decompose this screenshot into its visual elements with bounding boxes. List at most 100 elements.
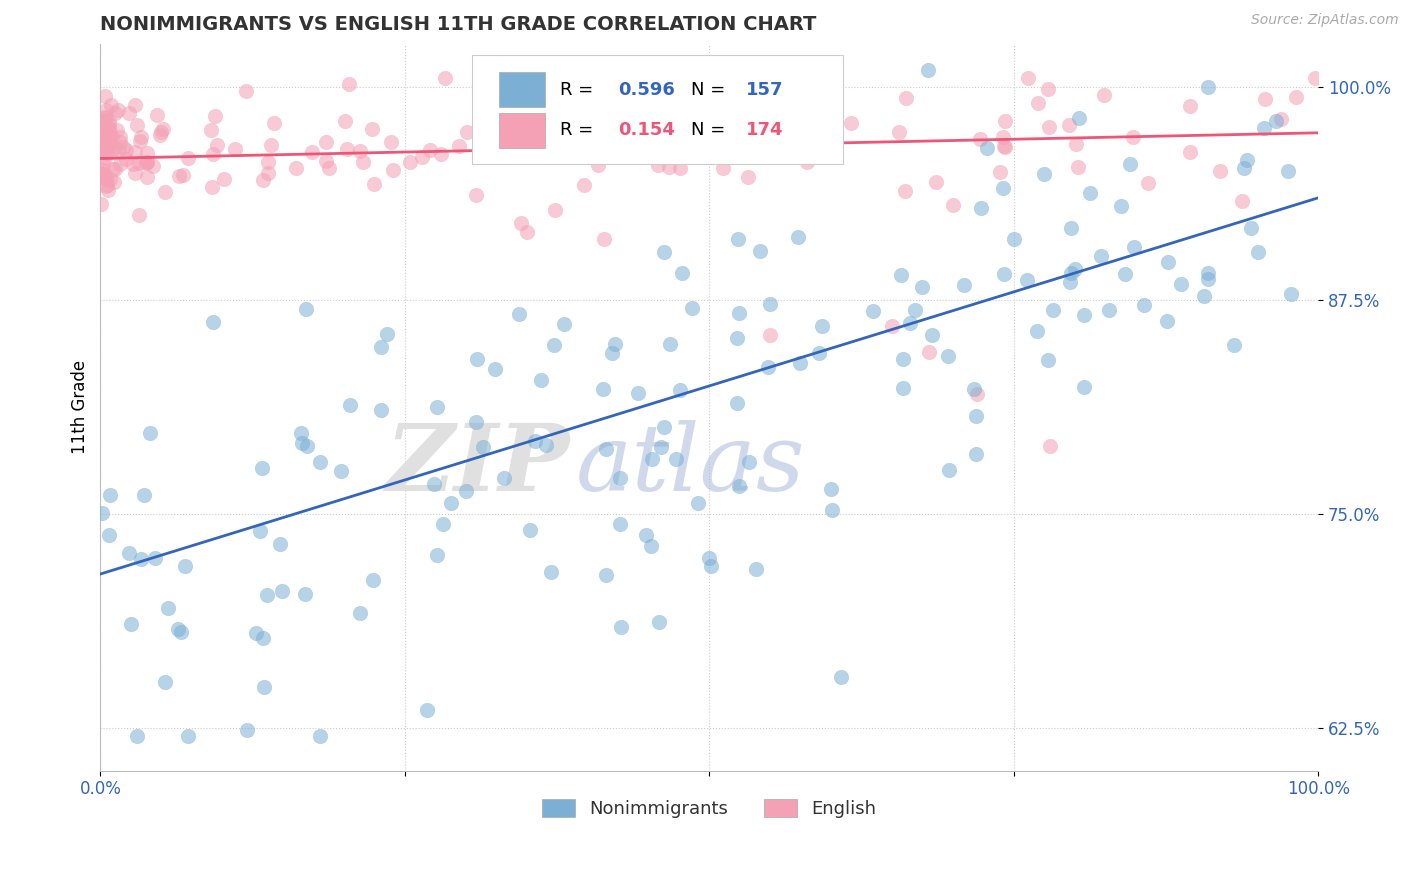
Point xyxy=(610,620,633,634)
Point xyxy=(166,623,188,637)
Point xyxy=(96,145,118,160)
Point xyxy=(990,164,1012,178)
Point xyxy=(257,154,280,169)
Point xyxy=(516,225,538,239)
Point xyxy=(97,183,120,197)
Point xyxy=(1233,161,1256,176)
Point xyxy=(737,169,759,184)
Point xyxy=(98,121,121,136)
Point xyxy=(257,166,280,180)
Point xyxy=(1015,273,1038,287)
Point xyxy=(595,567,617,582)
Point xyxy=(1277,163,1299,178)
Point xyxy=(1026,95,1049,110)
Point xyxy=(90,166,112,180)
Point xyxy=(301,145,323,159)
Point xyxy=(1090,249,1112,263)
Point xyxy=(1098,302,1121,317)
Point xyxy=(93,130,115,145)
Point xyxy=(553,317,575,331)
Point xyxy=(1025,324,1047,338)
Point xyxy=(1073,380,1095,394)
Text: Source: ZipAtlas.com: Source: ZipAtlas.com xyxy=(1251,13,1399,28)
Point xyxy=(820,482,842,496)
Point xyxy=(201,315,224,329)
Point xyxy=(309,455,332,469)
Point xyxy=(1157,254,1180,268)
Point xyxy=(93,136,115,151)
Point xyxy=(1136,177,1159,191)
Point xyxy=(89,117,111,131)
Point xyxy=(1197,266,1219,280)
Point xyxy=(891,352,914,367)
Point xyxy=(131,551,153,566)
Point xyxy=(1264,114,1286,128)
Point xyxy=(921,327,943,342)
Point xyxy=(423,476,446,491)
Point xyxy=(380,135,402,149)
Point xyxy=(745,561,768,575)
Point xyxy=(128,208,150,222)
Point xyxy=(318,161,340,176)
Point xyxy=(862,304,884,318)
Point xyxy=(156,600,179,615)
Point xyxy=(370,340,392,354)
Point xyxy=(308,730,330,744)
Point xyxy=(938,463,960,477)
Point xyxy=(97,126,120,140)
Point xyxy=(90,123,112,137)
Point xyxy=(524,434,547,448)
Point xyxy=(994,140,1017,154)
Point xyxy=(671,266,693,280)
Point xyxy=(125,730,148,744)
Point xyxy=(603,149,626,163)
Point xyxy=(1042,302,1064,317)
Point xyxy=(107,103,129,117)
Text: 174: 174 xyxy=(745,121,783,139)
Point xyxy=(1039,439,1062,453)
Text: N =: N = xyxy=(690,80,731,99)
Point xyxy=(205,138,228,153)
Point xyxy=(100,125,122,139)
Point xyxy=(398,154,420,169)
Point xyxy=(94,172,117,186)
Point xyxy=(94,110,117,124)
Point xyxy=(925,175,948,189)
Point xyxy=(98,134,121,148)
Point xyxy=(681,301,703,315)
Text: N =: N = xyxy=(690,121,731,139)
Text: ZIP: ZIP xyxy=(385,420,569,510)
Point xyxy=(519,524,541,538)
Point xyxy=(204,109,226,123)
FancyBboxPatch shape xyxy=(499,113,546,148)
Point xyxy=(381,162,404,177)
Point xyxy=(108,129,131,144)
Point xyxy=(335,113,357,128)
Point xyxy=(101,162,124,177)
Point xyxy=(636,527,658,541)
Point xyxy=(104,161,127,176)
Point xyxy=(202,147,225,161)
Point xyxy=(592,232,614,246)
Point xyxy=(1059,276,1081,290)
Point xyxy=(100,145,122,159)
Point xyxy=(688,138,710,153)
Point xyxy=(1281,287,1303,301)
Point xyxy=(97,114,120,128)
Point xyxy=(551,128,574,142)
Point xyxy=(375,327,398,342)
Point xyxy=(271,584,294,599)
Point xyxy=(90,163,112,178)
Point xyxy=(1230,194,1253,209)
Point xyxy=(640,539,662,553)
Text: 0.596: 0.596 xyxy=(619,80,675,99)
Point xyxy=(596,107,619,121)
Point xyxy=(786,230,808,244)
Point xyxy=(136,146,159,161)
Point xyxy=(1119,157,1142,171)
Point xyxy=(416,703,439,717)
Point xyxy=(93,89,115,103)
Point xyxy=(1122,240,1144,254)
Point xyxy=(1240,221,1263,235)
Point xyxy=(492,471,515,485)
